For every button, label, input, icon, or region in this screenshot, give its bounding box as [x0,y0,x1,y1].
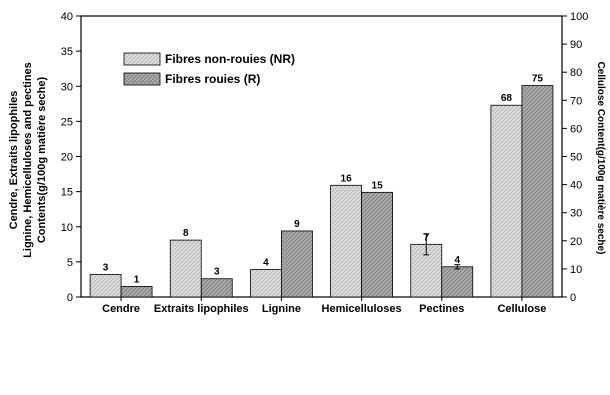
category-label: Hemicelluloses [322,303,402,315]
category-axis: Cendre Extraits lipophiles Lignine Hemicell… [102,297,546,315]
bar-nr [250,269,282,298]
bar-r [521,85,554,298]
right-tick-label: 0 [570,292,576,304]
bar-value-label: 4 [454,255,460,266]
bar-value-label: 4 [263,258,269,269]
right-tick-label: 50 [570,152,582,164]
bar-value-label: 3 [214,267,220,278]
left-tick-label: 15 [61,187,73,199]
left-tick-label: 30 [61,81,73,93]
legend-label-nr: Fibres non-rouies (NR) [165,52,295,66]
right-tick-label: 30 [570,208,582,220]
bar-nr [330,184,362,298]
bar-nr [89,274,122,298]
bar-value-label: 1 [134,274,140,285]
data-labels: 3 1 8 3 4 9 16 15 7 4 68 75 [103,74,544,286]
bar-value-label: 68 [501,93,513,104]
left-axis-label-line-2: Lignine, Hemicelluloses and pectines [22,62,34,258]
bar-value-label: 75 [532,74,544,85]
left-axis-label-line-1: Cendre, Extraits lipophiles [8,91,20,230]
right-axis-label: Cellulose Content(g/100g matière seche) [595,62,606,255]
right-tick-label: 10 [570,264,582,276]
bar-nr [490,104,523,298]
right-tick-label: 80 [570,67,582,79]
bar-r [281,230,313,298]
right-tick-label: 20 [570,236,582,248]
bar-value-label: 7 [423,232,429,243]
bar-r [361,191,393,298]
bar-r [441,266,474,298]
legend-label-r: Fibres rouies (R) [165,72,260,86]
right-axis: 0 10 20 30 40 50 60 70 80 90 100 [562,11,588,304]
legend: Fibres non-rouies (NR) Fibres rouies (R) [123,52,295,86]
category-label: Cellulose [497,303,546,315]
left-tick-label: 35 [61,46,73,58]
right-tick-label: 40 [570,180,582,192]
bar-nr [169,239,202,298]
right-tick-label: 70 [570,95,582,107]
left-axis-label: Cendre, Extraits lipophiles Lignine, Hem… [8,62,48,258]
left-tick-label: 0 [67,292,73,304]
left-tick-label: 5 [67,257,73,269]
category-label: Cendre [102,303,140,315]
category-label: Pectines [419,303,464,315]
left-tick-label: 40 [61,11,73,23]
bar-r [200,278,233,298]
bar-r [120,286,153,298]
category-label: Lignine [262,303,301,315]
bar-value-label: 3 [103,263,109,274]
right-tick-label: 90 [570,39,582,51]
right-tick-label: 60 [570,123,582,135]
legend-swatch-r [123,72,161,86]
bar-value-label: 8 [183,228,189,239]
left-tick-label: 10 [61,222,73,234]
bar-value-label: 16 [341,173,353,184]
right-tick-label: 100 [570,11,588,23]
error-bars [423,233,461,270]
bar-value-label: 15 [372,180,384,191]
left-axis-label-line-3: Contents(g/100g matière seche) [36,77,48,244]
left-axis: 0 5 10 15 20 25 30 35 40 [61,11,81,304]
bars [89,85,554,298]
left-tick-label: 20 [61,152,73,164]
category-label: Extraits lipophiles [154,303,249,315]
legend-swatch-nr [123,52,161,66]
bar-value-label: 9 [294,219,300,230]
left-tick-label: 25 [61,116,73,128]
